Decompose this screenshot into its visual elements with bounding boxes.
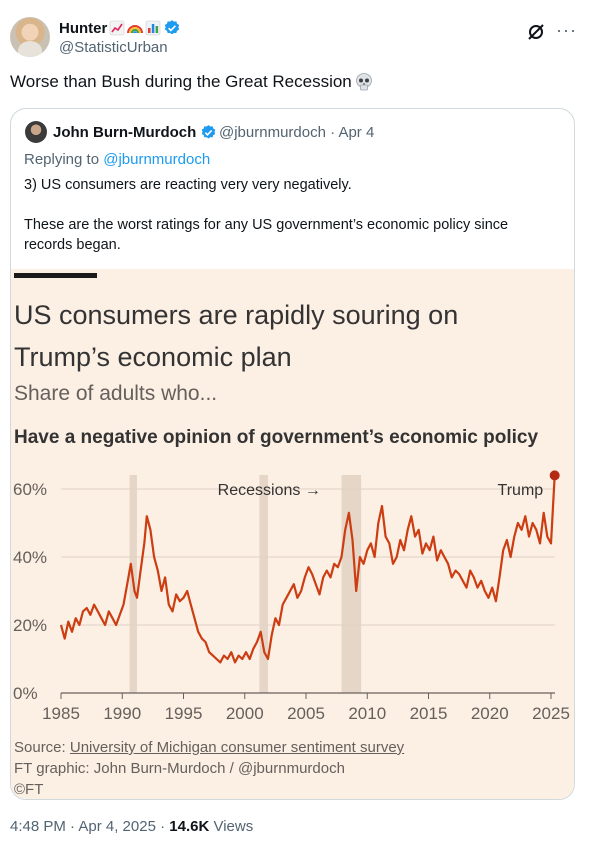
x-tick-label: 2025: [532, 704, 570, 723]
bar-chart-emoji-icon: [146, 20, 161, 36]
more-options-icon[interactable]: ···: [556, 20, 577, 40]
quote-text-line-2: These are the worst ratings for any US g…: [24, 217, 509, 253]
chart-copyright: ©FT: [14, 781, 44, 798]
tweet-text-row: Worse than Bush during the Great Recessi…: [10, 72, 374, 92]
recession-band: [341, 475, 362, 693]
ft-top-bar: [14, 273, 97, 278]
recession-band: [259, 475, 269, 693]
chart-source: Source: University of Michigan consumer …: [14, 737, 405, 799]
quoted-tweet-card[interactable]: John Burn-Murdoch @jburnmurdoch · Apr 4 …: [10, 108, 575, 800]
quote-author-name[interactable]: John Burn-Murdoch: [53, 124, 197, 141]
x-tick-label: 2010: [348, 704, 386, 723]
y-tick-label: 20%: [13, 616, 47, 635]
tweet-timestamp[interactable]: 4:48 PM · Apr 4, 2025: [10, 818, 156, 835]
quote-author-avatar[interactable]: [25, 121, 47, 143]
x-tick-label: 1990: [103, 704, 141, 723]
author-name-row[interactable]: Hunter: [59, 19, 181, 37]
y-tick-label: 60%: [13, 480, 47, 499]
x-tick-label: 1985: [42, 704, 80, 723]
chart-increasing-emoji-icon: [110, 20, 125, 36]
tweet-footer: 4:48 PM · Apr 4, 2025 · 14.6K Views: [10, 818, 254, 835]
x-tick-label: 2000: [226, 704, 264, 723]
quote-text-line-1: 3) US consumers are reacting very very n…: [24, 177, 352, 193]
chart-credit: FT graphic: John Burn-Murdoch / @jburnmu…: [14, 760, 345, 777]
line-chart: 0% 20% 40% 60% 1985 1990 1995 2000 2005 2010 2015…: [13, 470, 570, 723]
source-prefix: Source:: [14, 739, 66, 756]
tweet-text: Worse than Bush during the Great Recessi…: [10, 72, 352, 91]
skull-emoji-icon: [355, 73, 372, 91]
chart-heading: Have a negative opinion of government’s …: [14, 427, 539, 448]
source-link[interactable]: University of Michigan consumer sentimen…: [69, 739, 405, 756]
recessions-annotation: Recessions →: [218, 482, 321, 499]
x-tick-label: 2005: [287, 704, 325, 723]
chart-subtitle: Share of adults who...: [14, 382, 218, 405]
x-tick-label: 1995: [165, 704, 203, 723]
reply-handle-link[interactable]: @jburnmurdoch: [103, 151, 211, 168]
trump-annotation: Trump: [498, 482, 544, 499]
quote-verified-badge-icon: [202, 125, 216, 139]
chart-image[interactable]: US consumers are rapidly souring on Trum…: [11, 269, 574, 799]
reply-prefix: Replying to: [24, 151, 100, 168]
author-handle[interactable]: @StatisticUrban: [59, 39, 168, 56]
verified-badge-icon: [165, 20, 180, 35]
quote-author-row[interactable]: John Burn-Murdoch: [53, 124, 217, 141]
views-label: Views: [213, 818, 254, 835]
latest-point: [549, 470, 560, 481]
grok-icon[interactable]: [526, 22, 546, 42]
y-tick-label: 0%: [13, 684, 38, 703]
x-tick-label: 2020: [471, 704, 509, 723]
x-tick-label: 2015: [410, 704, 448, 723]
views-count: 14.6K: [169, 818, 210, 835]
replying-to: Replying to @jburnmurdoch: [24, 151, 210, 168]
quote-meta: @jburnmurdoch · Apr 4: [219, 124, 375, 141]
author-name[interactable]: Hunter: [59, 19, 108, 37]
chart-title: US consumers are rapidly souring on Trum…: [14, 300, 459, 372]
author-avatar[interactable]: [10, 17, 50, 57]
y-tick-label: 40%: [13, 548, 47, 567]
quote-text: 3) US consumers are reacting very very n…: [24, 175, 554, 255]
series-line: [59, 475, 556, 664]
rainbow-emoji-icon: [127, 25, 144, 34]
